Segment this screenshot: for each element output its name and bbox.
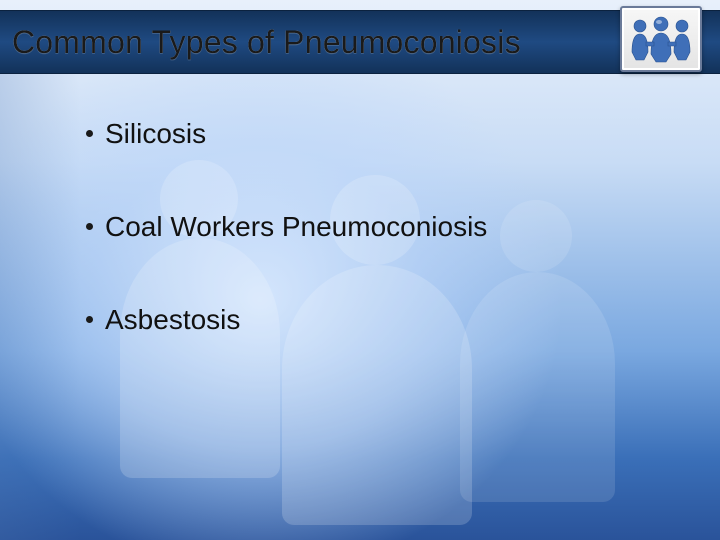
bullet-text: Coal Workers Pneumoconiosis: [105, 209, 487, 244]
bullet-dot-icon: [86, 130, 93, 137]
list-item: Asbestosis: [86, 302, 646, 337]
slide: Common Types of Pneumoconiosis Silicosis: [0, 0, 720, 540]
list-item: Silicosis: [86, 116, 646, 151]
list-item: Coal Workers Pneumoconiosis: [86, 209, 646, 244]
bullet-dot-icon: [86, 316, 93, 323]
title-bar: Common Types of Pneumoconiosis: [0, 10, 720, 74]
bullet-list: Silicosis Coal Workers Pneumoconiosis As…: [86, 116, 646, 395]
logo-people-chain: [620, 6, 702, 72]
bullet-dot-icon: [86, 223, 93, 230]
bullet-text: Silicosis: [105, 116, 206, 151]
bullet-text: Asbestosis: [105, 302, 240, 337]
people-chain-icon: [626, 12, 696, 66]
left-shade: [0, 74, 80, 540]
slide-title: Common Types of Pneumoconiosis: [12, 24, 521, 61]
